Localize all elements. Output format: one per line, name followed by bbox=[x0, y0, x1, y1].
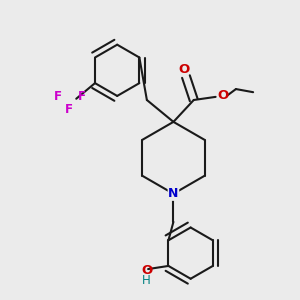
Text: O: O bbox=[179, 63, 190, 76]
Text: O: O bbox=[141, 264, 152, 277]
Text: N: N bbox=[168, 187, 178, 200]
Text: H: H bbox=[142, 274, 151, 287]
Text: O: O bbox=[217, 89, 228, 102]
Text: F: F bbox=[78, 90, 86, 103]
Text: F: F bbox=[54, 90, 62, 103]
Text: F: F bbox=[64, 103, 72, 116]
